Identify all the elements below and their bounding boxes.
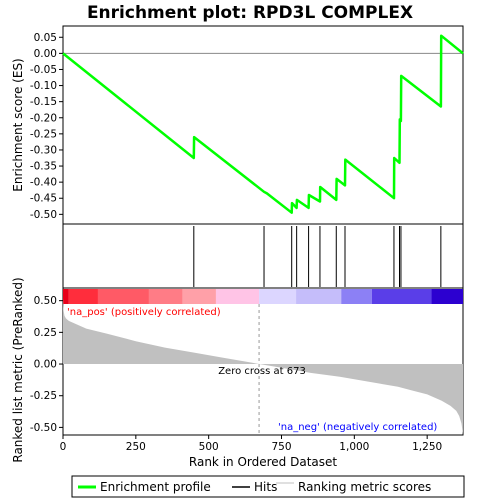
chart-title: Enrichment plot: RPD3L COMPLEX — [87, 3, 413, 23]
metric-layer: 0.50 0.25 0.00 -0.25 -0.500 250 500 750 1,000 1,2… — [30, 289, 463, 453]
metric-y-axis-label: Ranked list metric (PreRanked) — [11, 277, 25, 462]
colorbar-segment — [68, 289, 98, 304]
es-y-tick-label: -0.20 — [30, 112, 57, 124]
legend-enrichment-label: Enrichment profile — [100, 480, 211, 494]
enrichment-profile-line — [62, 34, 464, 214]
hits-layer — [193, 226, 442, 287]
metric-y-tick-label: -0.25 — [30, 390, 57, 402]
es-y-tick-label: -0.40 — [30, 177, 57, 189]
x-tick-label: 250 — [126, 441, 146, 453]
es-y-tick-label: 0.00 — [34, 48, 57, 60]
neg-correlated-label: 'na_neg' (negatively correlated) — [278, 422, 437, 433]
es-panel-frame — [62, 25, 464, 225]
colorbar-segment — [431, 289, 463, 304]
hits-panel-frame — [62, 223, 464, 289]
es-y-tick-label: -0.10 — [30, 80, 57, 92]
x-tick-label: 0 — [60, 441, 67, 453]
colorbar-segment — [296, 289, 342, 304]
x-axis-label: Rank in Ordered Dataset — [189, 455, 337, 469]
legend-metric-label: Ranking metric scores — [298, 480, 431, 494]
es-y-tick-label: -0.25 — [30, 128, 57, 140]
colorbar-segment — [63, 289, 69, 304]
colorbar-segment — [371, 289, 432, 304]
x-tick-label: 750 — [271, 441, 291, 453]
pos-correlated-label: 'na_pos' (positively correlated) — [67, 307, 221, 318]
metric-y-tick-label: 0.25 — [34, 327, 57, 339]
metric-y-tick-label: 0.00 — [34, 359, 57, 371]
colorbar-segment — [341, 289, 372, 304]
colorbar-segment — [215, 289, 260, 304]
es-layer: 0.05 0.00 -0.05 -0.10 -0.15 -0.20 -0.25 -0.30 -0… — [30, 32, 464, 221]
legend-box — [71, 475, 465, 498]
colorbar-segment — [182, 289, 216, 304]
es-y-tick-label: 0.05 — [34, 32, 57, 44]
es-y-tick-label: -0.35 — [30, 161, 57, 173]
es-y-tick-label: -0.05 — [30, 64, 57, 76]
x-tick-label: 500 — [199, 441, 219, 453]
es-y-tick-label: -0.50 — [30, 209, 57, 221]
legend-hits-label: Hits — [254, 480, 277, 494]
x-tick-label: 1,000 — [339, 441, 369, 453]
ranking-metric-area — [63, 298, 463, 435]
metric-y-tick-label: 0.50 — [34, 295, 57, 307]
zero-cross-label: Zero cross at 673 — [218, 366, 306, 377]
es-y-axis-label: Enrichment score (ES) — [11, 58, 25, 191]
metric-y-tick-label: -0.50 — [30, 422, 57, 434]
es-y-tick-label: -0.15 — [30, 96, 57, 108]
colorbar-segment — [148, 289, 183, 304]
es-y-tick-label: -0.30 — [30, 144, 57, 156]
x-tick-label: 1,250 — [412, 441, 442, 453]
colorbar-segment — [259, 289, 297, 304]
colorbar-segment — [97, 289, 149, 304]
es-y-tick-label: -0.45 — [30, 193, 57, 205]
